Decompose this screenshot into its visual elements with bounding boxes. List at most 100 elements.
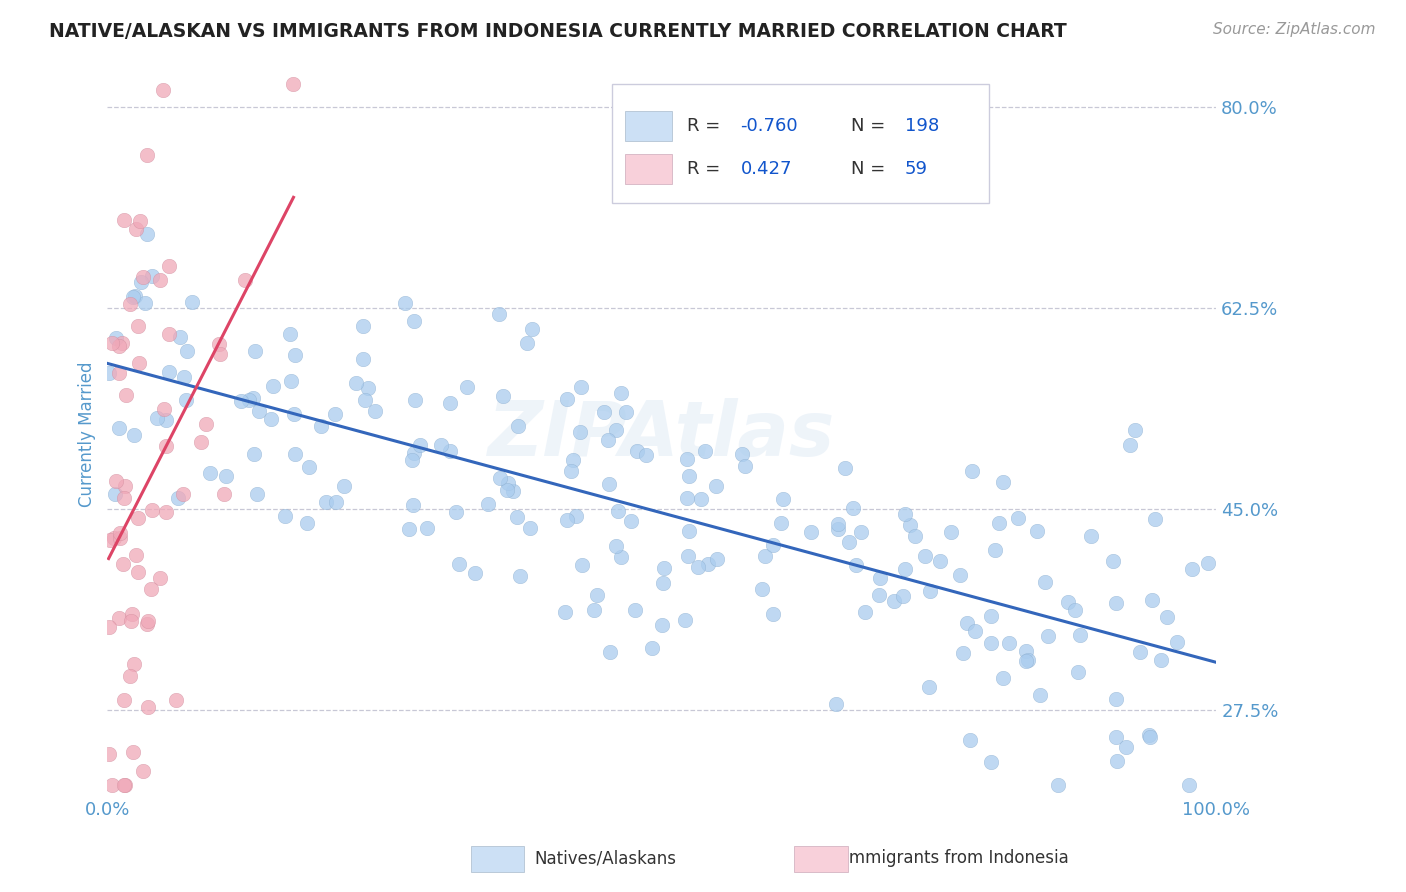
Point [706, 552, 728, 566]
Point [167, 491, 190, 505]
Point [868, 588, 890, 602]
Text: -0.760: -0.760 [741, 117, 799, 135]
Point [297, 516, 319, 530]
Point [128, 356, 150, 370]
Point [354, 392, 377, 407]
Text: N =: N = [852, 117, 891, 135]
Point [845, 558, 868, 572]
Text: Natives/Alaskans: Natives/Alaskans [534, 849, 676, 867]
Point [127, 565, 149, 579]
Point [761, 538, 783, 552]
Text: NATIVE/ALASKAN VS IMMIGRANTS FROM INDONESIA CURRENTLY MARRIED CORRELATION CHART: NATIVE/ALASKAN VS IMMIGRANTS FROM INDONE… [49, 22, 1067, 41]
Point [596, 434, 619, 448]
Point [181, 294, 204, 309]
Point [297, 459, 319, 474]
Point [464, 566, 486, 580]
Point [135, 617, 157, 632]
Point [125, 222, 148, 236]
Point [136, 614, 159, 628]
Point [959, 732, 981, 747]
Point [122, 290, 145, 304]
Point [112, 557, 135, 571]
Point [1181, 562, 1204, 576]
Point [344, 376, 367, 391]
Point [246, 487, 269, 501]
Point [215, 469, 238, 483]
Point [247, 404, 270, 418]
Point [402, 498, 425, 512]
Point [904, 529, 927, 543]
Point [571, 558, 593, 572]
Point [122, 745, 145, 759]
Text: R =: R = [688, 117, 727, 135]
Text: Source: ZipAtlas.com: Source: ZipAtlas.com [1212, 22, 1375, 37]
Point [834, 460, 856, 475]
Point [1015, 644, 1038, 658]
Point [112, 778, 135, 792]
Point [477, 497, 499, 511]
Point [394, 296, 416, 310]
Point [1057, 595, 1080, 609]
Point [118, 669, 141, 683]
Point [176, 392, 198, 407]
Point [652, 561, 675, 575]
Point [506, 418, 529, 433]
Point [696, 557, 718, 571]
Point [918, 583, 941, 598]
Point [636, 448, 658, 462]
Point [689, 492, 711, 507]
Point [598, 476, 620, 491]
Point [190, 434, 212, 449]
Point [416, 521, 439, 535]
FancyBboxPatch shape [612, 84, 988, 203]
Point [259, 411, 281, 425]
Point [993, 475, 1015, 489]
Point [231, 393, 253, 408]
Point [456, 379, 478, 393]
Point [401, 453, 423, 467]
Point [1017, 653, 1039, 667]
Point [136, 700, 159, 714]
Point [439, 396, 461, 410]
Point [762, 607, 785, 621]
Point [949, 567, 972, 582]
Point [1119, 438, 1142, 452]
Point [624, 603, 647, 617]
Point [582, 603, 605, 617]
Text: 198: 198 [904, 117, 939, 135]
Point [1107, 754, 1129, 768]
Point [676, 452, 699, 467]
Point [172, 487, 194, 501]
Point [284, 447, 307, 461]
Point [516, 335, 538, 350]
Point [751, 582, 773, 597]
Point [108, 611, 131, 625]
Point [562, 453, 585, 467]
Point [352, 319, 374, 334]
Point [1046, 778, 1069, 792]
Point [1115, 739, 1137, 754]
Point [754, 549, 776, 563]
Point [1038, 629, 1060, 643]
Point [118, 296, 141, 310]
Point [987, 516, 1010, 530]
Point [960, 464, 983, 478]
Point [610, 385, 633, 400]
Point [704, 479, 727, 493]
Point [607, 504, 630, 518]
Point [675, 491, 697, 506]
Point [502, 484, 524, 499]
Point [364, 403, 387, 417]
Point [1177, 778, 1199, 792]
Point [1014, 655, 1036, 669]
Point [283, 78, 305, 92]
Point [402, 445, 425, 459]
Point [993, 671, 1015, 685]
Point [827, 522, 849, 536]
Point [208, 337, 231, 351]
Point [107, 366, 129, 380]
Point [112, 491, 135, 505]
Point [408, 438, 430, 452]
Point [640, 641, 662, 656]
Point [678, 469, 700, 483]
